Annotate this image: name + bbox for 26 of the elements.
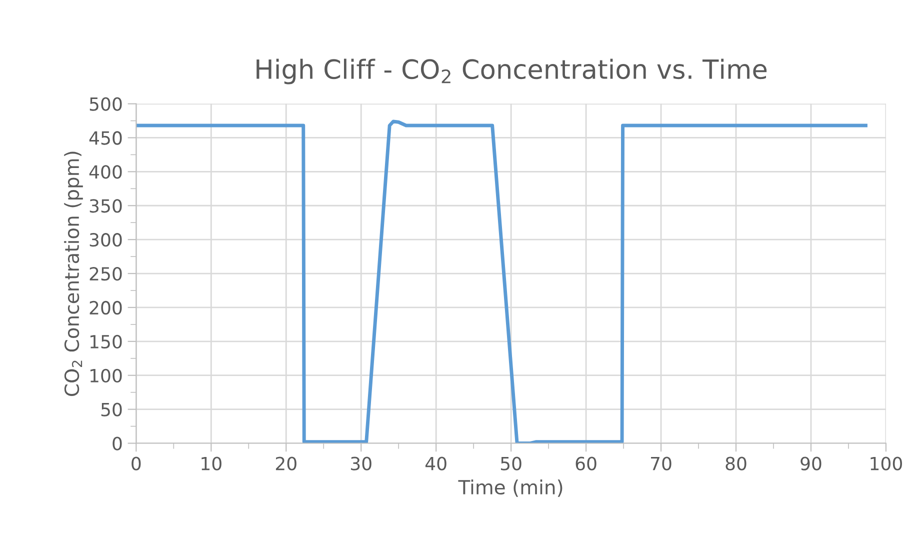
x-tick-label: 50	[500, 456, 522, 470]
y-tick-label: 450	[89, 131, 122, 145]
x-tick-label: 70	[651, 456, 672, 470]
x-tick-label: 60	[576, 456, 596, 470]
y-tick-label: 350	[90, 199, 122, 213]
x-tick-label: 100	[870, 456, 902, 470]
y-axis-title: CO$_{2}$ Concentration (ppm)	[64, 152, 83, 396]
y-tick-label: 400	[89, 165, 122, 179]
line-series	[136, 120, 868, 444]
y-tick-label: 150	[90, 334, 122, 349]
x-tick-label: 10	[202, 456, 222, 470]
y-tick-label: 0	[112, 436, 122, 450]
y-tick-label: 200	[90, 300, 122, 315]
chart-title: High Cliff - CO$_{2}$ Concentration vs. Time	[256, 58, 767, 84]
y-tick-label: 50	[101, 402, 122, 416]
x-tick-label: 90	[800, 456, 822, 470]
x-tick-label: 20	[276, 456, 296, 470]
y-tick-label: 250	[90, 266, 122, 281]
x-tick-label: 0	[132, 456, 141, 470]
x-tick-label: 40	[425, 456, 446, 470]
y-tick-label: 100	[90, 368, 122, 382]
y-tick-label: 300	[90, 233, 122, 247]
x-tick-label: 30	[350, 456, 372, 470]
x-tick-label: 80	[726, 456, 746, 470]
y-tick-label: 500	[90, 97, 122, 111]
x-axis-title: Time (min)	[458, 479, 562, 497]
